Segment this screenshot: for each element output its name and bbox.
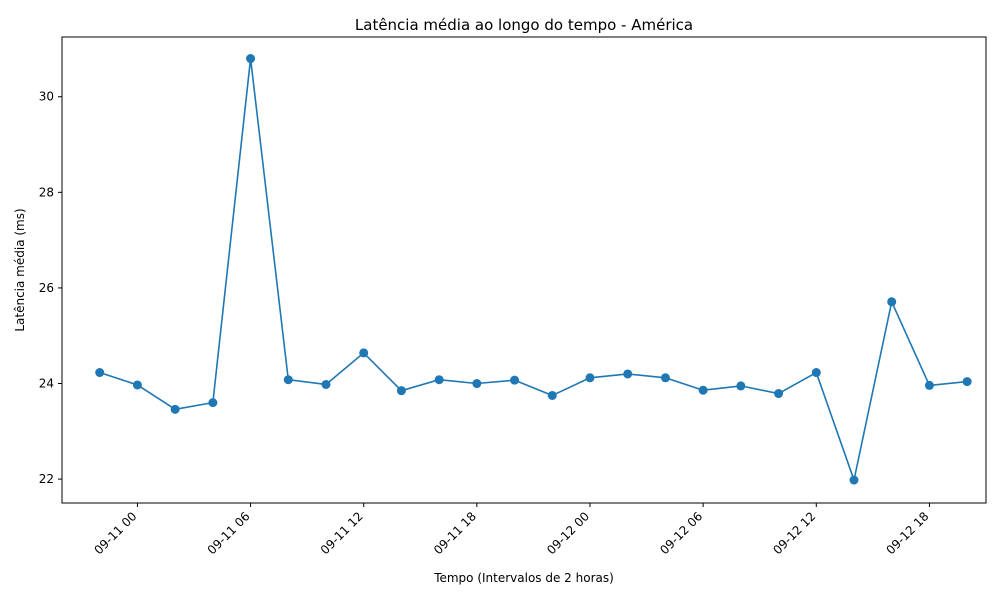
data-point	[132, 380, 142, 390]
data-point	[359, 348, 369, 358]
data-point	[660, 373, 670, 383]
data-point	[924, 380, 934, 390]
data-point	[585, 373, 595, 383]
data-point	[547, 390, 557, 400]
data-point	[510, 375, 520, 385]
data-point	[246, 54, 256, 64]
data-point	[774, 389, 784, 399]
data-point	[283, 375, 293, 385]
data-point	[962, 377, 972, 387]
data-point	[170, 404, 180, 414]
y-tick-label: 28	[39, 185, 54, 199]
series-line	[99, 57, 968, 481]
y-tick-label: 24	[39, 377, 54, 391]
data-point	[887, 297, 897, 307]
chart-title: Latência média ao longo do tempo - Améri…	[355, 16, 693, 34]
data-point	[472, 379, 482, 389]
data-point	[736, 381, 746, 391]
data-point	[849, 475, 859, 485]
x-axis-label: Tempo (Intervalos de 2 horas)	[433, 571, 614, 585]
data-point	[95, 368, 105, 378]
data-point	[321, 379, 331, 389]
data-point	[811, 368, 821, 378]
y-tick-label: 30	[39, 90, 54, 104]
data-point	[208, 398, 218, 408]
y-tick-label: 26	[39, 281, 54, 295]
data-point	[623, 369, 633, 379]
y-tick-label: 22	[39, 472, 54, 486]
data-point	[698, 385, 708, 395]
data-point	[396, 386, 406, 396]
data-point	[434, 375, 444, 385]
y-axis-label: Latência média (ms)	[13, 208, 27, 331]
plot-frame	[61, 36, 987, 504]
